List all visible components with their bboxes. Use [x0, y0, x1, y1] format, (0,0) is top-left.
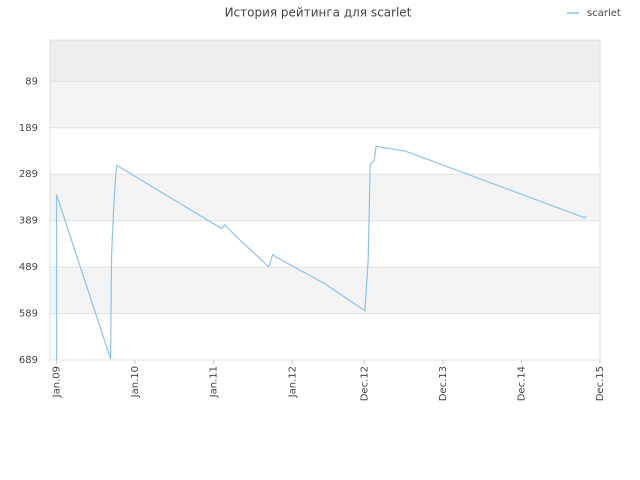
y-tick-label: 389	[19, 216, 38, 227]
y-tick-label: 489	[19, 262, 38, 273]
band	[50, 220, 600, 268]
x-tick-label: Dec.13	[438, 366, 449, 401]
band	[50, 267, 600, 314]
band	[50, 81, 600, 128]
y-tick-label: 189	[19, 123, 38, 134]
x-tick-label: Dec.14	[516, 366, 527, 401]
band	[50, 40, 600, 82]
x-tick-label: Jan.10	[130, 366, 141, 398]
legend-label: scarlet	[587, 8, 621, 19]
x-tick-label: Dec.15	[595, 366, 606, 401]
y-tick-label: 89	[25, 76, 38, 87]
y-tick-label: 689	[19, 355, 38, 366]
x-tick-label: Jan.11	[209, 366, 220, 398]
chart-title: История рейтинга для scarlet	[225, 6, 412, 20]
band	[50, 313, 600, 360]
band	[50, 127, 600, 175]
x-tick-label: Jan.09	[52, 366, 63, 398]
band	[50, 174, 600, 221]
y-tick-label: 289	[19, 169, 38, 180]
x-tick-label: Jan.12	[287, 366, 298, 398]
line	[55, 145, 587, 360]
x-tick-label: Dec.12	[359, 366, 370, 401]
y-tick-label: 589	[19, 309, 38, 320]
